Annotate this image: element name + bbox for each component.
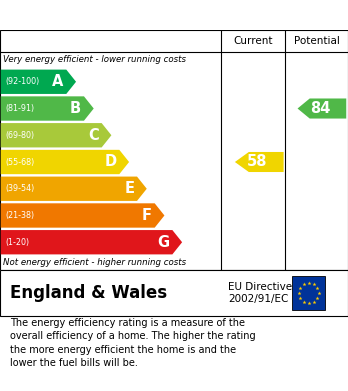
Text: (21-38): (21-38) bbox=[5, 211, 34, 220]
Bar bbox=[292, 276, 325, 310]
Polygon shape bbox=[1, 123, 111, 147]
Text: (69-80): (69-80) bbox=[5, 131, 34, 140]
Polygon shape bbox=[298, 99, 346, 118]
Polygon shape bbox=[1, 96, 94, 121]
Text: Very energy efficient - lower running costs: Very energy efficient - lower running co… bbox=[3, 56, 187, 65]
Polygon shape bbox=[1, 150, 129, 174]
Polygon shape bbox=[1, 70, 76, 94]
Text: F: F bbox=[142, 208, 152, 223]
Text: (81-91): (81-91) bbox=[5, 104, 34, 113]
Text: (55-68): (55-68) bbox=[5, 158, 34, 167]
Text: 58: 58 bbox=[246, 154, 267, 170]
Text: (1-20): (1-20) bbox=[5, 238, 29, 247]
Polygon shape bbox=[1, 177, 147, 201]
Polygon shape bbox=[235, 152, 284, 172]
Text: E: E bbox=[124, 181, 134, 196]
Text: (92-100): (92-100) bbox=[5, 77, 39, 86]
Text: C: C bbox=[88, 128, 99, 143]
Text: Not energy efficient - higher running costs: Not energy efficient - higher running co… bbox=[3, 258, 187, 267]
Text: Potential: Potential bbox=[294, 36, 340, 46]
Text: 84: 84 bbox=[310, 101, 330, 116]
Text: B: B bbox=[70, 101, 81, 116]
Text: England & Wales: England & Wales bbox=[10, 284, 168, 302]
Text: EU Directive
2002/91/EC: EU Directive 2002/91/EC bbox=[228, 282, 292, 304]
Text: (39-54): (39-54) bbox=[5, 184, 34, 193]
Text: The energy efficiency rating is a measure of the
overall efficiency of a home. T: The energy efficiency rating is a measur… bbox=[10, 318, 256, 368]
Text: G: G bbox=[157, 235, 169, 250]
Text: Current: Current bbox=[234, 36, 273, 46]
Text: D: D bbox=[104, 154, 117, 170]
Polygon shape bbox=[1, 203, 164, 228]
Polygon shape bbox=[1, 230, 182, 255]
Text: A: A bbox=[52, 74, 63, 89]
Text: Energy Efficiency Rating: Energy Efficiency Rating bbox=[10, 7, 231, 23]
